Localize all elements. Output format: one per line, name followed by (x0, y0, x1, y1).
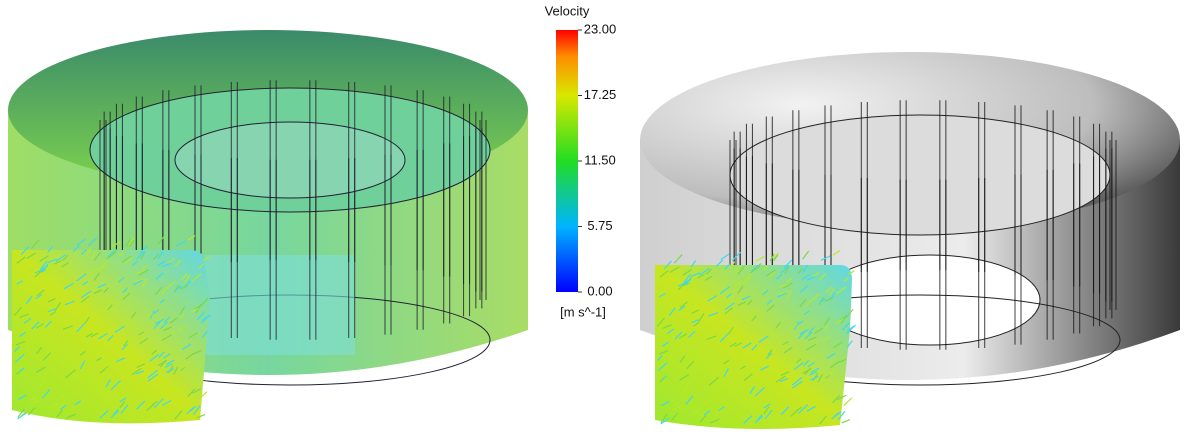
colorbar-tick-label: 23.00 (584, 21, 617, 36)
figure: Velocity [m s^-1] 23.00 17.25 11.50 5.75 0.0… (0, 0, 1184, 439)
colorbar-unit: [m s^-1] (560, 304, 606, 319)
colorbar-title: Velocity (545, 3, 590, 18)
colorbar: Velocity [m s^-1] 23.00 17.25 11.50 5.75 0.0… (545, 3, 617, 319)
colorbar-tick-label: 11.50 (584, 152, 616, 167)
right-fan (640, 52, 1180, 429)
arrow (842, 420, 850, 423)
colorbar-tick-label: 0.00 (587, 283, 612, 298)
colorbar-tick-label: 17.25 (584, 87, 617, 102)
colorbar-bar (556, 30, 578, 292)
colorbar-tick-label: 5.75 (587, 218, 612, 233)
arrow (844, 398, 852, 406)
inner-glow (205, 255, 355, 355)
page: {"colorbar": {"title": "Velocity", "rang… (0, 0, 1184, 439)
outlet-jet (655, 265, 852, 429)
left-fan (8, 30, 528, 423)
inlet (175, 122, 405, 198)
inlet-hole (820, 255, 1040, 345)
